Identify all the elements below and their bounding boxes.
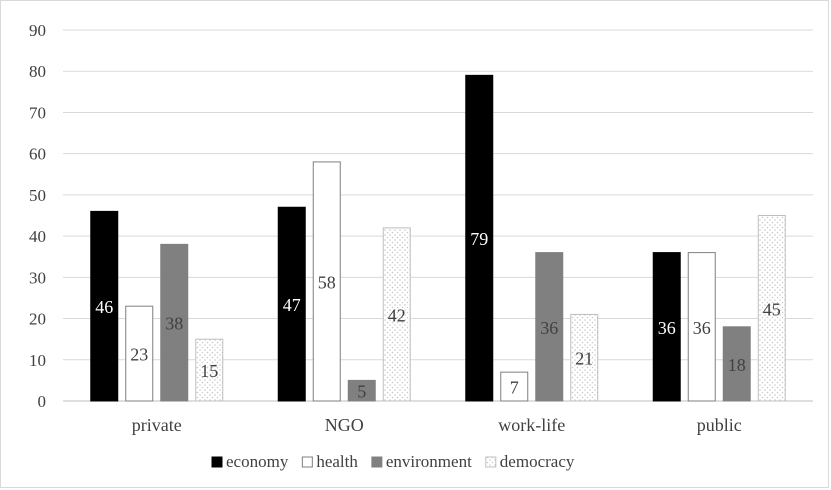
legend-label-democracy: democracy [500, 452, 575, 471]
y-tick-label: 40 [29, 227, 46, 246]
legend-label-health: health [316, 452, 358, 471]
legend-swatch-environment [371, 456, 383, 468]
y-tick-label: 80 [29, 62, 46, 81]
y-axis-tick-labels: 0 10 20 30 40 50 60 70 80 90 [29, 21, 46, 411]
y-tick-label: 30 [29, 268, 46, 287]
legend-swatch-economy [211, 456, 223, 468]
data-label: 46 [95, 297, 113, 317]
y-tick-label: 10 [29, 351, 46, 370]
bar-democracy-NGO [382, 227, 411, 402]
bar-democracy-private [195, 338, 224, 402]
y-tick-label: 60 [29, 145, 46, 164]
data-label: 79 [470, 229, 488, 249]
bar-environment-private [160, 243, 189, 402]
legend: economy health environment democracy [211, 452, 575, 471]
bar-environment-NGO [347, 379, 376, 402]
x-tick-label: NGO [325, 415, 364, 435]
bars [90, 74, 786, 402]
bar-health-public [687, 252, 716, 402]
y-tick-label: 50 [29, 186, 46, 205]
data-label: 38 [165, 314, 183, 334]
bar-economy-NGO [277, 206, 306, 402]
bar-economy-public [652, 252, 681, 402]
data-label: 15 [200, 361, 218, 381]
y-tick-label: 70 [29, 103, 46, 122]
data-label: 5 [357, 382, 366, 402]
y-tick-label: 0 [38, 392, 47, 411]
data-label: 18 [728, 355, 746, 375]
bar-health-work-life [500, 371, 529, 402]
data-label: 7 [510, 378, 519, 398]
legend-swatch-health [301, 456, 313, 468]
x-tick-label: private [132, 415, 182, 435]
bar-democracy-public [757, 215, 786, 402]
bar-economy-work-life [465, 74, 494, 402]
legend-swatch-democracy [485, 456, 497, 468]
data-label: 36 [540, 318, 558, 338]
data-labels: 46 23 38 15 47 58 5 42 79 7 36 21 36 36 18 45 [95, 229, 781, 402]
bar-environment-work-life [535, 252, 564, 402]
legend-label-economy: economy [226, 452, 289, 471]
x-axis-tick-labels: private NGO work-life public [132, 415, 742, 435]
data-label: 58 [318, 272, 336, 292]
data-label: 23 [130, 345, 148, 365]
bar-health-NGO [312, 161, 341, 402]
bar-economy-private [90, 210, 119, 402]
y-tick-label: 90 [29, 21, 46, 40]
data-label: 47 [283, 295, 301, 315]
x-tick-label: work-life [498, 415, 565, 435]
bar-democracy-work-life [570, 313, 599, 402]
legend-label-environment: environment [386, 452, 472, 471]
data-label: 36 [658, 318, 676, 338]
bar-health-private [125, 305, 154, 402]
x-tick-label: public [697, 415, 742, 435]
data-label: 21 [575, 349, 593, 369]
data-label: 36 [693, 318, 711, 338]
data-label: 42 [388, 305, 406, 325]
bar-environment-public [722, 326, 751, 402]
data-label: 45 [763, 299, 781, 319]
y-tick-label: 20 [29, 310, 46, 329]
